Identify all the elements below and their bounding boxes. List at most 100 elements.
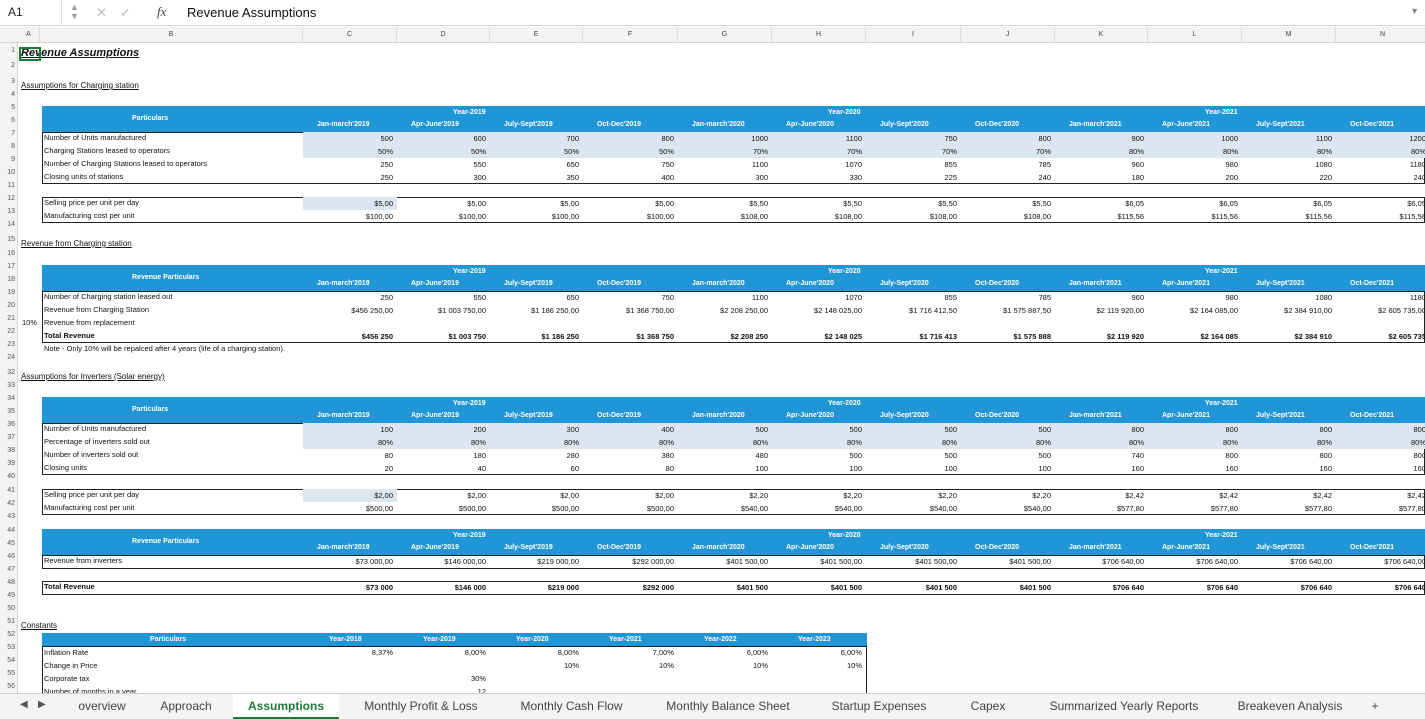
value-cell[interactable]: 300: [566, 425, 579, 434]
sheet-grid[interactable]: Revenue Assumptions Assumptions for Charg…: [0, 43, 1425, 693]
value-cell[interactable]: $540,00: [929, 504, 957, 513]
value-cell[interactable]: $2,42: [1125, 491, 1144, 500]
row-header[interactable]: 20: [7, 302, 15, 309]
value-cell[interactable]: 80: [384, 451, 393, 460]
value-cell[interactable]: 785: [1038, 293, 1051, 302]
value-cell[interactable]: $2 384 910: [1294, 332, 1332, 341]
value-cell[interactable]: 550: [473, 293, 486, 302]
value-cell[interactable]: 800: [1131, 425, 1144, 434]
value-cell[interactable]: $706 640,00: [1196, 557, 1238, 566]
column-header[interactable]: J: [961, 27, 1055, 43]
row-label[interactable]: Number of Units manufactured: [44, 424, 147, 433]
value-cell[interactable]: 700: [566, 134, 579, 143]
value-cell[interactable]: 200: [1225, 173, 1238, 182]
value-cell[interactable]: $108,00: [834, 212, 862, 221]
row-header[interactable]: 16: [7, 250, 15, 257]
sheet-tab[interactable]: Assumptions: [233, 694, 339, 719]
value-cell[interactable]: 80%: [941, 438, 957, 447]
value-cell[interactable]: 160: [1319, 464, 1332, 473]
row-header[interactable]: 54: [7, 657, 15, 664]
value-cell[interactable]: $706 640: [1112, 583, 1144, 592]
value-cell[interactable]: 1070: [845, 160, 862, 169]
name-box[interactable]: A1: [0, 0, 62, 26]
value-cell[interactable]: $115,56: [1117, 212, 1144, 221]
value-cell[interactable]: 100: [1038, 464, 1051, 473]
value-cell[interactable]: $401 500: [1019, 583, 1051, 592]
value-cell[interactable]: 800: [1319, 451, 1332, 460]
value-cell[interactable]: 800: [1225, 451, 1238, 460]
row-header[interactable]: 15: [7, 236, 15, 243]
sheet-tab[interactable]: Approach: [160, 699, 212, 713]
value-cell[interactable]: $1 716 412,50: [909, 306, 957, 315]
value-cell[interactable]: 20: [384, 464, 393, 473]
value-cell[interactable]: $2,00: [655, 491, 674, 500]
row-label[interactable]: Selling price per unit per day: [44, 198, 140, 207]
value-cell[interactable]: 500: [1038, 451, 1051, 460]
row-label[interactable]: Number of inverters sold out: [44, 450, 139, 459]
value-cell[interactable]: 1100: [751, 293, 768, 302]
confirm-icon[interactable]: ✓: [120, 5, 131, 20]
value-cell[interactable]: 8,00%: [464, 648, 486, 657]
row-header[interactable]: 56: [7, 683, 15, 690]
value-cell[interactable]: $5,50: [1032, 199, 1051, 208]
value-cell[interactable]: 40: [477, 464, 486, 473]
row-header[interactable]: 50: [7, 605, 15, 612]
value-cell[interactable]: 240: [1413, 173, 1425, 182]
row-header[interactable]: 13: [7, 208, 15, 215]
value-cell[interactable]: 70%: [941, 147, 957, 156]
value-cell[interactable]: $2 208 250: [730, 332, 768, 341]
value-cell[interactable]: $2 148 025: [824, 332, 862, 341]
row-label[interactable]: Total Revenue: [44, 582, 95, 591]
section-title[interactable]: Constants: [21, 621, 58, 630]
value-cell[interactable]: $2 208 250,00: [720, 306, 768, 315]
value-cell[interactable]: 1080: [1315, 160, 1332, 169]
row-header[interactable]: 52: [7, 631, 15, 638]
value-cell[interactable]: $401 500,00: [915, 557, 957, 566]
value-cell[interactable]: 80%: [1128, 147, 1144, 156]
value-cell[interactable]: 80%: [752, 438, 768, 447]
value-cell[interactable]: 50%: [470, 147, 486, 156]
value-cell[interactable]: 960: [1131, 293, 1144, 302]
value-cell[interactable]: $292 000: [642, 583, 674, 592]
value-cell[interactable]: $456 250: [361, 332, 393, 341]
value-cell[interactable]: 400: [661, 425, 674, 434]
value-cell[interactable]: $2,00: [374, 491, 393, 500]
row-label[interactable]: Number of Charging station leased out: [44, 292, 173, 301]
value-cell[interactable]: 180: [473, 451, 486, 460]
note-text[interactable]: Note - Only 10% will be repalced after 4…: [44, 344, 285, 353]
value-cell[interactable]: 1100: [751, 160, 768, 169]
value-cell[interactable]: 100: [944, 464, 957, 473]
value-cell[interactable]: $706 640: [1300, 583, 1332, 592]
value-cell[interactable]: $500,00: [646, 504, 674, 513]
value-cell[interactable]: 160: [1131, 464, 1144, 473]
row-header[interactable]: 21: [7, 315, 15, 322]
sheet-tab[interactable]: Capex: [970, 699, 1006, 713]
value-cell[interactable]: 10%: [752, 661, 768, 670]
value-cell[interactable]: $115,56: [1305, 212, 1332, 221]
value-cell[interactable]: 500: [944, 425, 957, 434]
value-cell[interactable]: 80%: [1410, 438, 1425, 447]
value-cell[interactable]: 10%: [846, 661, 862, 670]
row-label[interactable]: Revenue from replacement: [44, 318, 135, 327]
value-cell[interactable]: 550: [473, 160, 486, 169]
value-cell[interactable]: $1 003 750,00: [438, 306, 486, 315]
value-cell[interactable]: $2 605 735,00: [1378, 306, 1425, 315]
fx-icon[interactable]: fx: [157, 4, 167, 19]
value-cell[interactable]: $706 640: [1206, 583, 1238, 592]
value-cell[interactable]: $5,00: [374, 199, 393, 208]
selected-cell[interactable]: [19, 47, 41, 61]
value-cell[interactable]: $2,00: [467, 491, 486, 500]
value-cell[interactable]: 800: [1225, 425, 1238, 434]
value-cell[interactable]: 980: [1225, 160, 1238, 169]
row-header[interactable]: 18: [7, 276, 15, 283]
row-header[interactable]: 3: [11, 78, 15, 85]
row-header[interactable]: 12: [7, 195, 15, 202]
value-cell[interactable]: 80%: [846, 438, 862, 447]
value-cell[interactable]: $73 000: [365, 583, 393, 592]
value-cell[interactable]: 380: [661, 451, 674, 460]
value-cell[interactable]: 750: [661, 160, 674, 169]
value-cell[interactable]: 350: [566, 173, 579, 182]
row-header[interactable]: 23: [7, 341, 15, 348]
value-cell[interactable]: $115,56: [1211, 212, 1238, 221]
value-cell[interactable]: 80%: [1410, 147, 1425, 156]
